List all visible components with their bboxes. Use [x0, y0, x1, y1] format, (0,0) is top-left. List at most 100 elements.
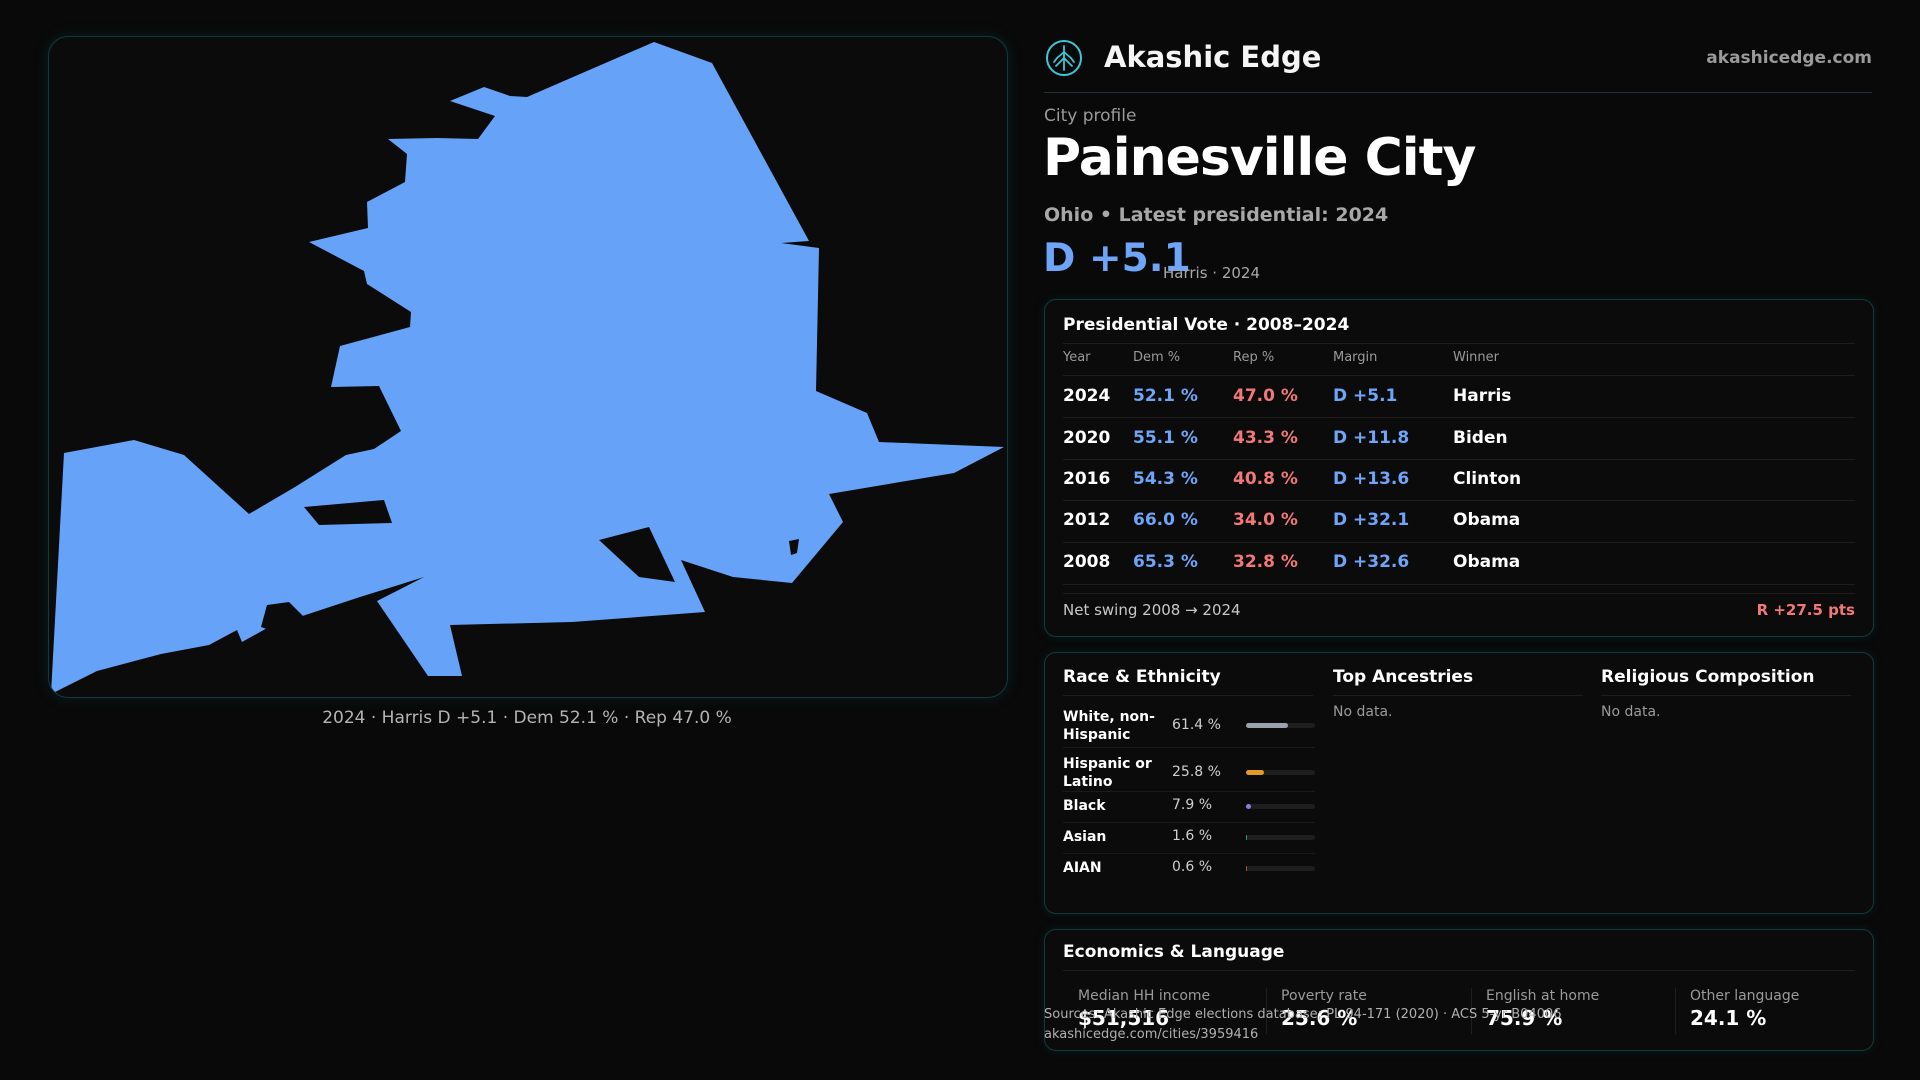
net-swing-label: Net swing 2008 → 2024: [1063, 601, 1241, 619]
race-label: Asian: [1063, 829, 1107, 845]
column-header-winner: Winner: [1453, 350, 1500, 365]
divider: [1063, 343, 1855, 344]
race-percent: 7.9 %: [1172, 797, 1213, 813]
dem-cell: 55.1 %: [1133, 428, 1198, 448]
stat-label: English at home: [1486, 988, 1600, 1004]
ancestries-section: Top Ancestries No data.: [1333, 667, 1583, 720]
race-label: AIAN: [1063, 860, 1102, 876]
brand-name: Akashic Edge: [1104, 40, 1322, 74]
stat-label: Median HH income: [1078, 988, 1211, 1004]
section-title: Race & Ethnicity: [1063, 667, 1313, 696]
dem-cell: 65.3 %: [1133, 552, 1198, 572]
latest-margin: D +5.1: [1043, 236, 1191, 281]
year-cell: 2024: [1063, 386, 1111, 406]
divider: [1675, 988, 1676, 1034]
race-row: Hispanic or Latino 25.8 %: [1063, 747, 1315, 792]
table-row: 2016 54.3 % 40.8 % D +13.6 Clinton: [1063, 459, 1855, 500]
winner-cell: Harris: [1453, 386, 1512, 406]
race-bar-track: [1246, 866, 1315, 871]
divider: [1063, 417, 1855, 418]
margin-cell: D +13.6: [1333, 469, 1410, 489]
religion-section: Religious Composition No data.: [1601, 667, 1851, 720]
divider: [1063, 459, 1855, 460]
dem-cell: 52.1 %: [1133, 386, 1198, 406]
map-caption: 2024 · Harris D +5.1 · Dem 52.1 % · Rep …: [322, 708, 732, 728]
column-header-year: Year: [1063, 350, 1091, 365]
race-row: White, non- Hispanic 61.4 %: [1063, 703, 1315, 748]
margin-cell: D +5.1: [1333, 386, 1398, 406]
source-note: Sources: Akashic Edge elections database…: [1044, 1007, 1562, 1022]
race-row: AIAN 0.6 %: [1063, 853, 1315, 884]
race-label: Hispanic or Latino: [1063, 756, 1152, 790]
divider: [1063, 375, 1855, 376]
race-row: Asian 1.6 %: [1063, 822, 1315, 854]
column-header-margin: Margin: [1333, 350, 1378, 365]
profile-label: City profile: [1044, 106, 1137, 126]
map-notch-left: [304, 500, 392, 525]
tree-in-circle-icon: [1046, 40, 1082, 76]
race-bar: [1246, 835, 1248, 840]
stat-value: $51,516: [1078, 1006, 1170, 1030]
brand-url[interactable]: akashicedge.com: [1706, 48, 1872, 68]
divider: [1266, 988, 1267, 1034]
year-cell: 2020: [1063, 428, 1111, 448]
winner-cell: Clinton: [1453, 469, 1522, 489]
race-bar: [1246, 804, 1252, 809]
empty-message: No data.: [1333, 704, 1393, 720]
rep-cell: 32.8 %: [1233, 552, 1298, 572]
brand-header: Akashic Edge akashicedge.com: [1044, 36, 1872, 93]
race-row: Black 7.9 %: [1063, 791, 1315, 823]
stat-value: 75.9 %: [1486, 1006, 1563, 1030]
city-boundary-shape: [51, 42, 1004, 694]
card-title: Presidential Vote · 2008–2024: [1063, 315, 1350, 335]
section-title: Religious Composition: [1601, 667, 1851, 696]
section-title: Top Ancestries: [1333, 667, 1583, 696]
page-link[interactable]: akashicedge.com/cities/3959416: [1044, 1027, 1259, 1042]
winner-cell: Obama: [1453, 552, 1521, 572]
dem-cell: 54.3 %: [1133, 469, 1198, 489]
race-bar-track: [1246, 804, 1315, 809]
table-row: 2008 65.3 % 32.8 % D +32.6 Obama: [1063, 542, 1855, 583]
presidential-vote-card: Presidential Vote · 2008–2024 Year Dem %…: [1044, 299, 1874, 637]
stat-value: 24.1 %: [1690, 1006, 1767, 1030]
rep-cell: 34.0 %: [1233, 510, 1298, 530]
column-header-rep: Rep %: [1233, 350, 1275, 365]
rep-cell: 47.0 %: [1233, 386, 1298, 406]
page-subtitle: Ohio • Latest presidential: 2024: [1044, 204, 1389, 226]
dem-cell: 66.0 %: [1133, 510, 1198, 530]
stat-english-at-home: English at home 75.9 %: [1486, 988, 1599, 1030]
stat-other-language: Other language 24.1 %: [1690, 988, 1799, 1030]
stat-median-income: Median HH income $51,516: [1078, 988, 1210, 1030]
margin-cell: D +11.8: [1333, 428, 1410, 448]
table-row: 2020 55.1 % 43.3 % D +11.8 Biden: [1063, 418, 1855, 459]
race-bar: [1246, 723, 1289, 728]
divider: [1063, 542, 1855, 543]
net-swing-value: R +27.5 pts: [1756, 601, 1855, 619]
race-bar-track: [1246, 723, 1315, 728]
footer: Sources: Akashic Edge elections database…: [1044, 1005, 1562, 1045]
race-percent: 1.6 %: [1172, 828, 1213, 844]
city-map: [48, 36, 1008, 698]
table-row: 2024 52.1 % 47.0 % D +5.1 Harris: [1063, 376, 1855, 417]
race-bar: [1246, 866, 1248, 871]
divider: [1063, 970, 1855, 971]
city-boundary-map: [51, 42, 1004, 694]
year-cell: 2008: [1063, 552, 1111, 572]
column-header-dem: Dem %: [1133, 350, 1181, 365]
stat-poverty-rate: Poverty rate 25.6 %: [1281, 988, 1367, 1030]
race-bar-track: [1246, 770, 1315, 775]
latest-margin-caption: Harris · 2024: [1163, 264, 1261, 282]
empty-message: No data.: [1601, 704, 1661, 720]
stat-label: Other language: [1690, 988, 1800, 1004]
rep-cell: 43.3 %: [1233, 428, 1298, 448]
year-cell: 2012: [1063, 510, 1111, 530]
divider: [1471, 988, 1472, 1034]
divider: [1063, 593, 1855, 594]
page-title: Painesville City: [1043, 128, 1476, 188]
divider: [1063, 500, 1855, 501]
race-ethnicity-section: Race & Ethnicity: [1063, 667, 1313, 696]
race-percent: 25.8 %: [1172, 764, 1221, 780]
table-row: 2012 66.0 % 34.0 % D +32.1 Obama: [1063, 500, 1855, 541]
margin-cell: D +32.1: [1333, 510, 1410, 530]
map-notch-bottom: [261, 602, 314, 637]
